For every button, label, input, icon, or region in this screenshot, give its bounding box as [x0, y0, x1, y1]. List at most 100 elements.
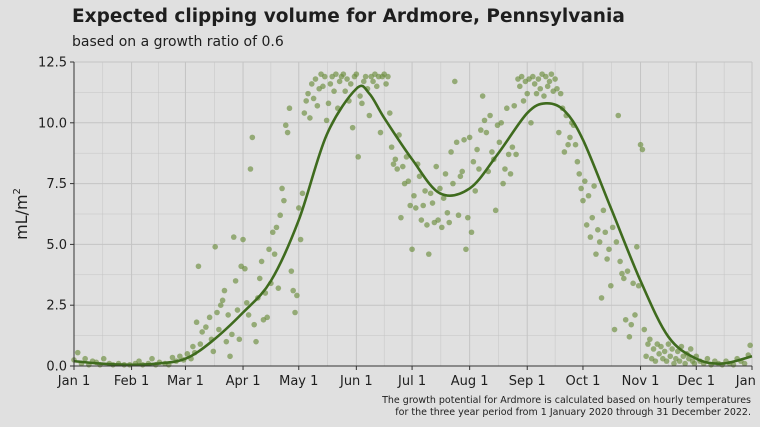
- data-point: [641, 326, 648, 333]
- data-point: [479, 93, 486, 99]
- data-point: [377, 129, 384, 136]
- data-point: [366, 112, 373, 119]
- data-point: [448, 149, 454, 155]
- x-tick-label: Jan 1: [57, 374, 90, 389]
- data-point: [169, 354, 176, 361]
- data-point: [344, 76, 350, 82]
- data-point: [498, 120, 505, 126]
- x-tick-label: Apr 1: [226, 374, 261, 389]
- data-point: [602, 229, 609, 236]
- x-tick-label: Jan 1: [735, 374, 760, 389]
- y-axis-title: mL/m2: [12, 188, 31, 240]
- data-point: [524, 90, 531, 97]
- data-point: [580, 197, 586, 204]
- data-point: [271, 251, 278, 257]
- data-point: [264, 314, 270, 321]
- data-point: [621, 275, 627, 282]
- data-point: [286, 105, 293, 112]
- data-point: [256, 275, 263, 282]
- data-point: [520, 98, 527, 104]
- data-point: [624, 268, 631, 274]
- data-point: [342, 88, 349, 94]
- data-point: [359, 100, 365, 107]
- data-point: [630, 280, 636, 287]
- data-point: [661, 348, 668, 355]
- data-point: [450, 180, 456, 187]
- data-point: [242, 265, 248, 272]
- caption-line-1: The growth potential for Ardmore is calc…: [382, 395, 751, 406]
- data-point: [411, 192, 417, 199]
- data-point: [626, 334, 633, 340]
- data-point: [301, 110, 308, 116]
- data-point: [223, 338, 230, 345]
- data-point: [299, 190, 306, 197]
- data-point: [74, 349, 81, 356]
- data-point: [394, 166, 401, 172]
- data-point: [478, 127, 484, 133]
- data-point: [546, 78, 553, 85]
- data-point: [284, 129, 291, 136]
- data-point: [704, 355, 711, 362]
- data-point: [392, 156, 399, 163]
- data-point: [221, 287, 228, 294]
- data-point: [561, 149, 568, 155]
- data-point: [598, 295, 605, 301]
- data-point: [565, 141, 571, 148]
- data-point: [312, 76, 319, 82]
- data-point: [307, 115, 313, 121]
- data-point: [466, 134, 473, 141]
- data-point: [639, 146, 646, 153]
- data-point: [637, 141, 644, 148]
- data-point: [464, 214, 471, 221]
- data-point: [240, 236, 246, 243]
- data-point: [687, 346, 694, 352]
- y-tick-label: 2.5: [46, 299, 67, 314]
- data-point: [424, 222, 430, 228]
- data-point: [253, 338, 259, 345]
- data-point: [635, 282, 642, 289]
- data-point: [216, 326, 222, 333]
- data-point: [691, 360, 698, 367]
- data-point: [453, 139, 460, 146]
- data-point: [585, 192, 592, 199]
- data-point: [517, 83, 523, 90]
- data-point: [229, 331, 235, 338]
- data-point: [604, 256, 610, 262]
- data-point: [347, 81, 354, 87]
- x-tick-label: Jul 1: [397, 374, 426, 389]
- data-point: [489, 149, 495, 155]
- data-point: [606, 246, 612, 253]
- data-point: [427, 190, 434, 197]
- data-point: [212, 244, 218, 250]
- data-point: [556, 129, 562, 136]
- data-point: [643, 353, 649, 360]
- grid-lines: [73, 61, 753, 367]
- data-point: [281, 197, 287, 204]
- data-point: [444, 209, 451, 216]
- data-point: [282, 122, 289, 129]
- data-point: [331, 88, 337, 94]
- data-point: [418, 217, 425, 223]
- chart-subtitle: based on a growth ratio of 0.6: [72, 34, 284, 50]
- data-point: [615, 112, 622, 119]
- data-point: [210, 348, 217, 355]
- data-point: [582, 178, 588, 184]
- data-point: [438, 224, 445, 231]
- data-point: [472, 188, 479, 194]
- data-point: [227, 353, 233, 360]
- data-point: [554, 85, 560, 92]
- data-point: [511, 102, 518, 109]
- data-point: [225, 312, 231, 318]
- data-point: [206, 314, 213, 321]
- data-point: [385, 73, 391, 80]
- data-point: [360, 78, 367, 85]
- data-point: [308, 81, 315, 87]
- data-point: [409, 246, 415, 253]
- data-point: [645, 341, 651, 347]
- data-point: [433, 163, 440, 170]
- data-point: [535, 76, 542, 82]
- chart-caption: The growth potential for Ardmore is calc…: [382, 395, 751, 418]
- data-point: [294, 292, 300, 299]
- data-point: [619, 270, 625, 277]
- data-point: [273, 224, 280, 231]
